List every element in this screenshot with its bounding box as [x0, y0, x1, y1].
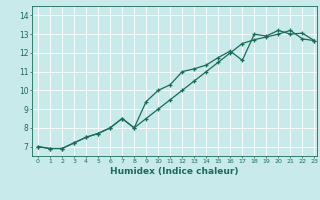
X-axis label: Humidex (Indice chaleur): Humidex (Indice chaleur)	[110, 167, 239, 176]
